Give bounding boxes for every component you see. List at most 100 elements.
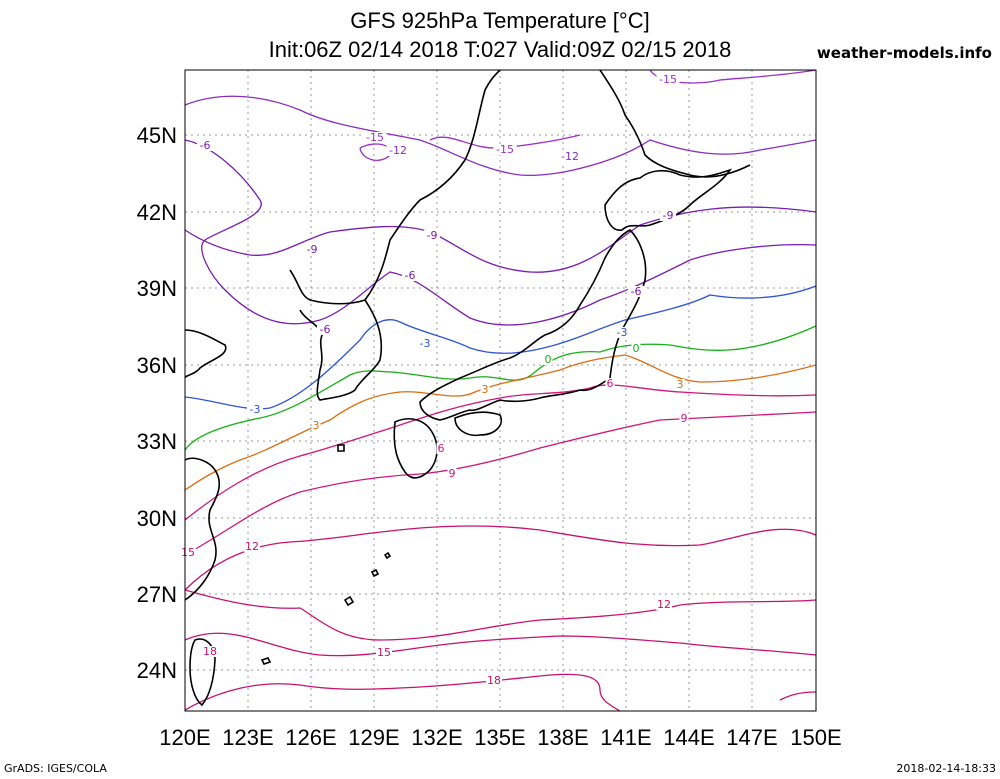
contour-label-bg	[558, 151, 582, 162]
lon-tick-label: 150E	[790, 725, 841, 750]
contour-label: 15	[377, 646, 391, 659]
contour-label-bg	[605, 378, 615, 389]
contour-label-bg	[679, 413, 689, 424]
latitude-axis: 45N 42N 39N 36N 33N 30N 27N 24N	[137, 123, 177, 683]
isotherm-plus-12-b	[185, 589, 816, 641]
contour-label-bg	[363, 132, 387, 143]
isotherm-minus-9	[185, 206, 816, 273]
contour-label-bg	[304, 244, 320, 255]
footer-credit: GrADS: IGES/COLA	[4, 762, 107, 775]
lat-tick-label: 27N	[137, 582, 177, 607]
lat-lon-grid	[185, 70, 816, 711]
contour-label-bg	[628, 286, 644, 297]
isotherm-plus-15	[185, 632, 816, 657]
map-subtitle: Init:06Z 02/14 2018 T:027 Valid:09Z 02/1…	[268, 37, 732, 62]
lon-tick-label: 120E	[159, 725, 210, 750]
contour-label: -6	[320, 323, 331, 336]
contour-label-bg	[402, 270, 418, 281]
lat-tick-label: 30N	[137, 506, 177, 531]
contour-label: 12	[245, 540, 259, 553]
plot-frame	[184, 69, 817, 712]
coastline-ryukyu-2	[370, 568, 380, 578]
contour-label-bg	[675, 379, 685, 390]
lon-tick-label: 138E	[537, 725, 588, 750]
coastline-korea	[289, 269, 383, 401]
coastline-jeju	[337, 444, 345, 452]
contour-label-bg	[543, 354, 553, 365]
coastline-ryukyu-3	[383, 551, 392, 560]
isotherm-minus-15-b	[359, 143, 392, 161]
contour-label-bg	[311, 420, 321, 431]
contour-label: 0	[633, 342, 640, 355]
isotherm-plus-6	[185, 384, 816, 521]
isotherm-minus-12	[185, 95, 816, 176]
contour-label-bg	[317, 324, 333, 335]
contour-label: 15	[181, 546, 195, 559]
contour-label: 18	[487, 674, 501, 687]
contour-label-bg	[656, 599, 672, 610]
contour-label-bg	[424, 230, 440, 241]
contour-label: -12	[561, 150, 579, 163]
lat-tick-label: 36N	[137, 353, 177, 378]
lat-tick-label: 45N	[137, 123, 177, 148]
brand-label: weather-models.info	[816, 44, 992, 62]
contour-label-bg	[386, 145, 410, 156]
coastline-china-south	[185, 457, 220, 601]
contour-label-bg	[480, 384, 490, 395]
contour-label: 9	[449, 467, 456, 480]
coastline-kyushu	[393, 418, 438, 479]
contour-label-bg	[417, 338, 433, 349]
contour-label: 18	[203, 645, 217, 658]
contour-label-bg	[180, 547, 196, 558]
contour-label: 3	[313, 419, 320, 432]
lon-tick-label: 147E	[726, 725, 777, 750]
contour-label: -6	[405, 269, 416, 282]
contour-label-bg	[376, 647, 392, 658]
coastline-china	[185, 329, 227, 379]
isotherm-minus-3	[185, 285, 816, 410]
contour-label-bg	[614, 327, 630, 338]
isotherm-plus-18-b	[779, 691, 816, 701]
lon-tick-label: 129E	[348, 725, 399, 750]
coastline-honshu	[419, 229, 647, 421]
lon-tick-label: 135E	[474, 725, 525, 750]
contour-label: -15	[496, 143, 514, 156]
lat-tick-label: 24N	[137, 658, 177, 683]
contour-label: -3	[617, 326, 628, 339]
contour-label: -9	[663, 209, 674, 222]
contour-label-bg	[197, 140, 213, 151]
contour-label: -9	[307, 243, 318, 256]
coastline-ryukyu-4	[260, 657, 272, 665]
contour-label: -6	[200, 139, 211, 152]
contour-label-bg	[447, 468, 457, 479]
coastline-shikoku	[454, 411, 502, 437]
contour-label: -15	[366, 131, 384, 144]
coastline-layer	[185, 70, 751, 707]
isotherm-plus-12	[185, 525, 816, 591]
contour-labels: -15 -15 -15 -12 -12 -9 -9 -9 -6 -6 -6 -6 -3 -3 -3 0 0 3 3 3…	[180, 73, 689, 687]
contour-label: 9	[681, 412, 688, 425]
coastline-sakhalin	[599, 70, 751, 178]
isotherm-minus-6	[185, 139, 816, 326]
contour-label: 6	[438, 442, 445, 455]
contour-label: 0	[545, 353, 552, 366]
map-title: GFS 925hPa Temperature [°C]	[350, 8, 650, 33]
contour-label: -3	[420, 337, 431, 350]
contour-label-bg	[656, 74, 680, 85]
lat-tick-label: 33N	[137, 429, 177, 454]
contour-label-bg	[486, 675, 502, 686]
lon-tick-label: 144E	[663, 725, 714, 750]
contour-label: 3	[482, 383, 489, 396]
contour-label-bg	[493, 144, 517, 155]
contour-label: 12	[657, 598, 671, 611]
contour-label: 3	[677, 378, 684, 391]
contour-label-bg	[244, 541, 260, 552]
lon-tick-label: 126E	[285, 725, 336, 750]
contour-label-bg	[660, 210, 676, 221]
contour-label-bg	[631, 343, 641, 354]
contour-label: 6	[607, 377, 614, 390]
longitude-axis: 120E 123E 126E 129E 132E 135E 138E 141E 144E 147E…	[159, 725, 841, 750]
isotherm-layer	[185, 70, 816, 711]
contour-label: -9	[427, 229, 438, 242]
